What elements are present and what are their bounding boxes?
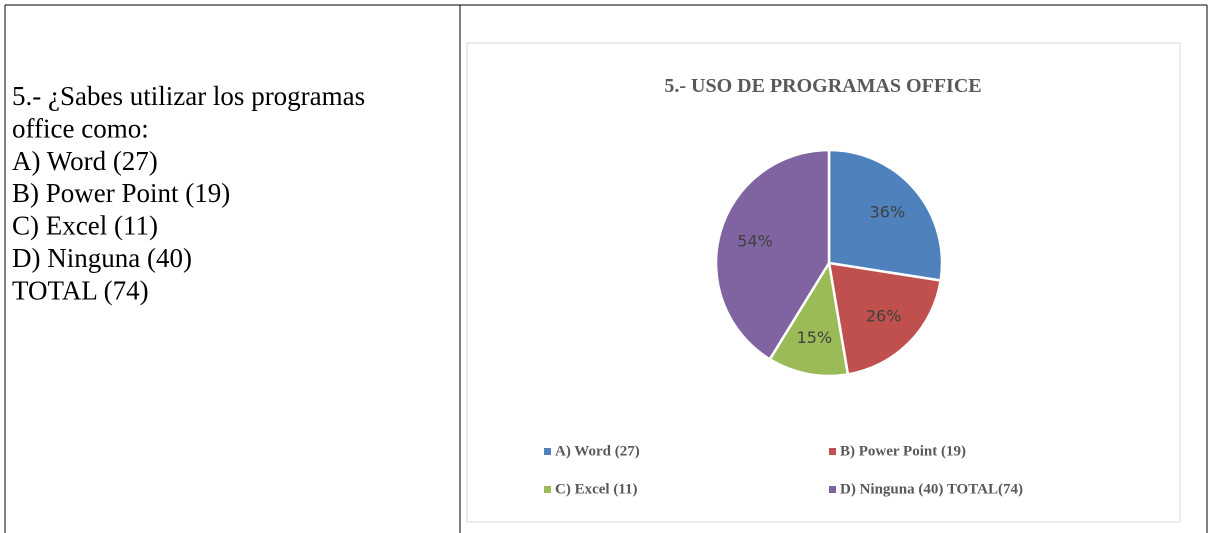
- pie-slice: [827, 261, 943, 376]
- question-line: C) Excel (11): [12, 211, 158, 241]
- legend-marker: [829, 448, 836, 455]
- legend-marker: [829, 486, 836, 493]
- pie-slice: [714, 148, 831, 361]
- pie-slice: [768, 259, 850, 378]
- legend-label: B) Power Point (19): [840, 443, 966, 459]
- question-line: 5.- ¿Sabes utilizar los programas: [12, 81, 365, 111]
- chart-title: 5.- USO DE PROGRAMAS OFFICE: [664, 75, 981, 97]
- pie-slice: [827, 148, 944, 282]
- legend-marker: [544, 448, 551, 455]
- question-line: A) Word (27): [12, 146, 158, 176]
- legend-label: A) Word (27): [555, 443, 640, 459]
- data-label: 36%: [870, 203, 906, 222]
- legend-marker: [544, 486, 551, 493]
- question-line: TOTAL (74): [12, 275, 149, 305]
- data-label: 15%: [797, 328, 833, 347]
- legend-label: C) Excel (11): [555, 481, 637, 497]
- data-label: 54%: [737, 232, 773, 251]
- legend-label: D) Ninguna (40) TOTAL(74): [840, 481, 1023, 497]
- question-line: D) Ninguna (40): [12, 243, 192, 273]
- data-label: 26%: [866, 307, 902, 326]
- question-line: office como:: [12, 113, 149, 143]
- question-line: B) Power Point (19): [12, 178, 230, 208]
